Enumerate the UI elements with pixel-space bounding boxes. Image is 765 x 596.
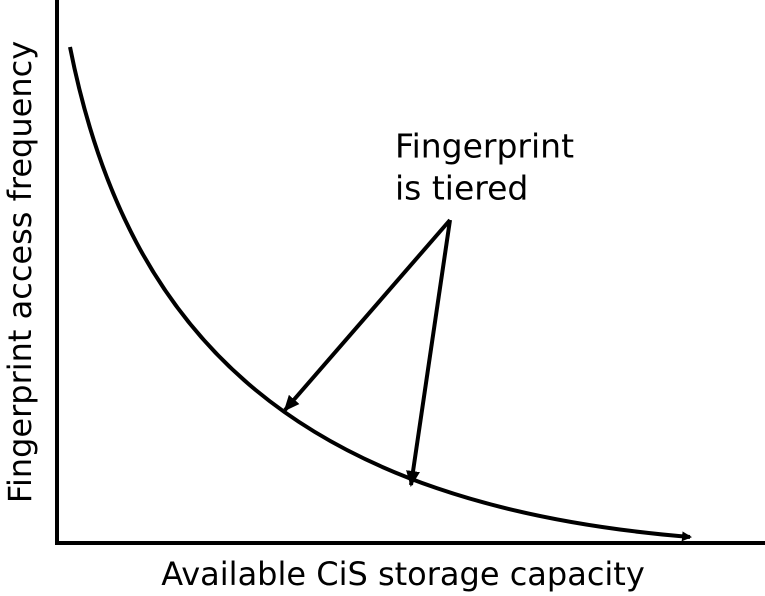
curve	[68, 46, 692, 542]
arrow	[406, 219, 452, 487]
y-axis-label: Fingerprint access frequency	[1, 41, 39, 503]
annotation-line: Fingerprint	[395, 127, 574, 166]
annotation-line: is tiered	[395, 169, 528, 208]
x-axis-label: Available CiS storage capacity	[161, 555, 645, 593]
arrow	[283, 218, 452, 412]
